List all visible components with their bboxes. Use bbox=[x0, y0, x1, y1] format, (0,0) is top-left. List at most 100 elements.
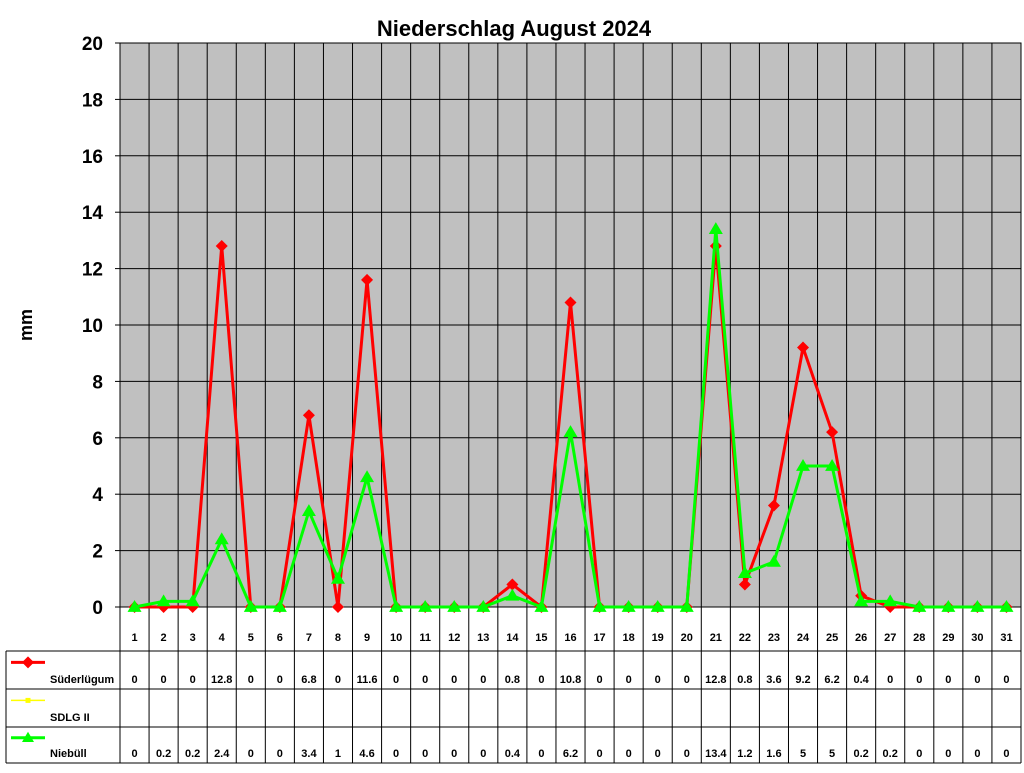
x-category-label: 22 bbox=[739, 632, 751, 644]
table-cell: 0 bbox=[945, 748, 951, 760]
table-cell: 1 bbox=[335, 748, 341, 760]
table-cell: 0.2 bbox=[883, 748, 898, 760]
table-cell: 0 bbox=[277, 674, 283, 686]
data-point bbox=[476, 600, 491, 612]
data-point bbox=[592, 600, 607, 612]
data-point bbox=[738, 578, 751, 591]
x-category-label: 20 bbox=[681, 632, 693, 644]
table-cell: 0 bbox=[655, 674, 661, 686]
x-category-label: 18 bbox=[623, 632, 635, 644]
table-cell: 10.8 bbox=[560, 674, 581, 686]
x-category-label: 11 bbox=[419, 632, 431, 644]
data-point bbox=[215, 240, 228, 253]
table-cell: 9.2 bbox=[795, 674, 810, 686]
table-cell: 0 bbox=[480, 674, 486, 686]
table-cell: 13.4 bbox=[705, 748, 727, 760]
table-cell: 0 bbox=[655, 748, 661, 760]
data-point bbox=[418, 600, 433, 612]
table-cell: 0 bbox=[131, 748, 137, 760]
data-point bbox=[854, 594, 869, 607]
table-cell: 0.2 bbox=[853, 748, 868, 760]
x-category-label: 9 bbox=[364, 632, 370, 644]
table-cell: 1.2 bbox=[737, 748, 752, 760]
table-cell: 5 bbox=[800, 748, 806, 760]
data-point bbox=[301, 504, 316, 517]
table-cell: 4.6 bbox=[359, 748, 374, 760]
x-category-label: 19 bbox=[652, 632, 664, 644]
x-category-label: 2 bbox=[161, 632, 167, 644]
table-cell: 0 bbox=[277, 748, 283, 760]
table-cell: 6.8 bbox=[301, 674, 316, 686]
x-category-label: 26 bbox=[855, 632, 867, 644]
table-cell: 0 bbox=[161, 674, 167, 686]
data-point bbox=[156, 594, 171, 607]
data-point bbox=[243, 600, 258, 612]
legend-label: SDLG II bbox=[50, 712, 90, 724]
x-category-label: 14 bbox=[506, 632, 519, 644]
data-point bbox=[185, 594, 200, 607]
data-point bbox=[389, 600, 404, 612]
x-category-label: 16 bbox=[564, 632, 576, 644]
data-point bbox=[708, 222, 723, 235]
table-cell: 1.6 bbox=[766, 748, 781, 760]
table-cell: 0 bbox=[684, 674, 690, 686]
table-cell: 3.6 bbox=[766, 674, 781, 686]
data-point bbox=[272, 600, 287, 612]
data-point bbox=[737, 566, 752, 579]
x-category-label: 5 bbox=[248, 632, 254, 644]
data-point bbox=[999, 600, 1014, 612]
table-cell: 0.4 bbox=[853, 674, 869, 686]
table-cell: 0 bbox=[887, 674, 893, 686]
data-point bbox=[564, 296, 577, 309]
y-tick-label: 18 bbox=[82, 90, 103, 111]
table-cell: 0 bbox=[597, 748, 603, 760]
table-cell: 0 bbox=[626, 748, 632, 760]
y-tick-label: 2 bbox=[92, 542, 103, 563]
y-tick-label: 12 bbox=[82, 260, 103, 281]
x-category-label: 7 bbox=[306, 632, 312, 644]
data-point bbox=[621, 600, 636, 612]
x-category-label: 23 bbox=[768, 632, 780, 644]
data-point bbox=[505, 588, 520, 601]
x-category-label: 29 bbox=[942, 632, 954, 644]
data-point bbox=[330, 571, 345, 584]
data-point bbox=[360, 470, 375, 483]
table-cell: 0 bbox=[974, 674, 980, 686]
table-cell: 0.2 bbox=[156, 748, 171, 760]
data-point bbox=[767, 499, 780, 512]
table-cell: 0 bbox=[131, 674, 137, 686]
table-cell: 6.2 bbox=[563, 748, 578, 760]
table-cell: 0.4 bbox=[505, 748, 521, 760]
table-cell: 0 bbox=[1003, 748, 1009, 760]
table-cell: 0 bbox=[451, 748, 457, 760]
data-point bbox=[214, 532, 229, 545]
y-axis-label: mm bbox=[16, 309, 36, 341]
data-point bbox=[302, 409, 315, 422]
legend-label: Niebüll bbox=[50, 748, 87, 760]
data-point bbox=[797, 341, 810, 354]
table-cell: 0 bbox=[393, 674, 399, 686]
data-point bbox=[361, 273, 374, 286]
table-cell: 0 bbox=[538, 674, 544, 686]
table-cell: 0 bbox=[422, 748, 428, 760]
table-cell: 0 bbox=[626, 674, 632, 686]
x-category-label: 4 bbox=[219, 632, 226, 644]
x-category-label: 21 bbox=[710, 632, 722, 644]
table-cell: 0 bbox=[335, 674, 341, 686]
x-category-label: 24 bbox=[797, 632, 810, 644]
x-category-label: 15 bbox=[535, 632, 547, 644]
x-category-label: 31 bbox=[1000, 632, 1012, 644]
table-cell: 0 bbox=[916, 748, 922, 760]
table-cell: 0.8 bbox=[505, 674, 520, 686]
x-category-label: 12 bbox=[448, 632, 460, 644]
data-point bbox=[766, 554, 781, 567]
table-cell: 12.8 bbox=[211, 674, 232, 686]
table-cell: 0 bbox=[1003, 674, 1009, 686]
table-cell: 0 bbox=[538, 748, 544, 760]
x-category-label: 28 bbox=[913, 632, 925, 644]
y-tick-label: 20 bbox=[82, 34, 103, 55]
data-point bbox=[825, 459, 840, 471]
data-point bbox=[563, 425, 578, 438]
table-cell: 0 bbox=[451, 674, 457, 686]
data-point bbox=[534, 600, 549, 612]
